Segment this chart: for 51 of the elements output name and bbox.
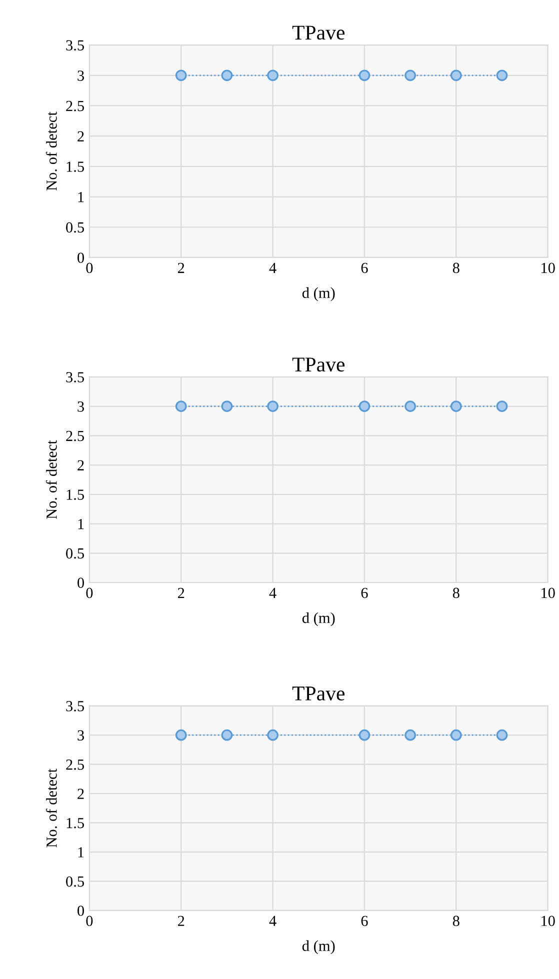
y-tick-label: 1.5 [66, 490, 84, 500]
y-tick-label: 2.5 [66, 100, 84, 112]
y-tick-label: 1 [78, 192, 84, 202]
y-tick-label: 1.5 [66, 818, 84, 828]
x-tick-label: 10 [542, 262, 555, 274]
y-axis-title: No. of detect [46, 440, 57, 519]
y-axis-title: No. of detect [46, 768, 57, 848]
x-tick-label: 0 [86, 588, 93, 598]
chart-title: TPave [292, 358, 345, 372]
x-axis-title: d (m) [302, 612, 335, 626]
y-tick-label: 2 [78, 460, 84, 470]
y-tick-label: 2 [78, 788, 84, 799]
y-tick-label: 0.5 [66, 876, 84, 887]
x-tick-label: 10 [542, 588, 555, 598]
x-tick-label: 6 [361, 262, 368, 274]
chart-title: TPave [292, 26, 345, 40]
chart-title: TPave [292, 686, 345, 701]
y-tick-label: 3.5 [66, 701, 84, 712]
y-tick-label: 0.5 [66, 222, 84, 233]
y-tick-label: 0 [78, 906, 84, 916]
y-tick-label: 1 [78, 518, 84, 530]
x-axis-title: d (m) [302, 287, 335, 302]
x-tick-label: 8 [452, 588, 460, 598]
x-tick-label: 8 [452, 916, 460, 926]
y-tick-label: 1.5 [66, 162, 84, 172]
y-tick-label: 0 [78, 252, 84, 263]
x-tick-label: 2 [178, 588, 184, 598]
y-tick-label: 2.5 [66, 430, 84, 442]
x-tick-label: 8 [452, 262, 460, 274]
y-tick-label: 2.5 [66, 760, 84, 770]
y-tick-label: 0 [78, 578, 84, 588]
x-tick-label: 0 [86, 262, 93, 274]
x-tick-label: 6 [361, 588, 368, 598]
x-tick-label: 10 [542, 916, 555, 926]
y-tick-label: 3 [78, 730, 84, 741]
y-tick-label: 0.5 [66, 548, 84, 559]
y-tick-label: 3.5 [66, 40, 84, 51]
y-tick-label: 3 [78, 70, 84, 81]
x-tick-label: 4 [269, 588, 276, 598]
x-axis-title: d (m) [302, 940, 335, 954]
x-tick-label: 2 [178, 262, 184, 273]
x-tick-label: 2 [178, 916, 184, 926]
x-tick-label: 6 [361, 916, 368, 926]
y-tick-label: 1 [78, 847, 84, 858]
x-tick-label: 4 [269, 262, 276, 273]
x-tick-label: 0 [86, 916, 93, 926]
y-axis-title: No. of detect [46, 112, 57, 190]
y-tick-label: 3 [78, 401, 84, 412]
x-tick-label: 4 [269, 916, 276, 926]
y-tick-label: 2 [78, 131, 84, 142]
y-tick-label: 3.5 [66, 372, 84, 382]
